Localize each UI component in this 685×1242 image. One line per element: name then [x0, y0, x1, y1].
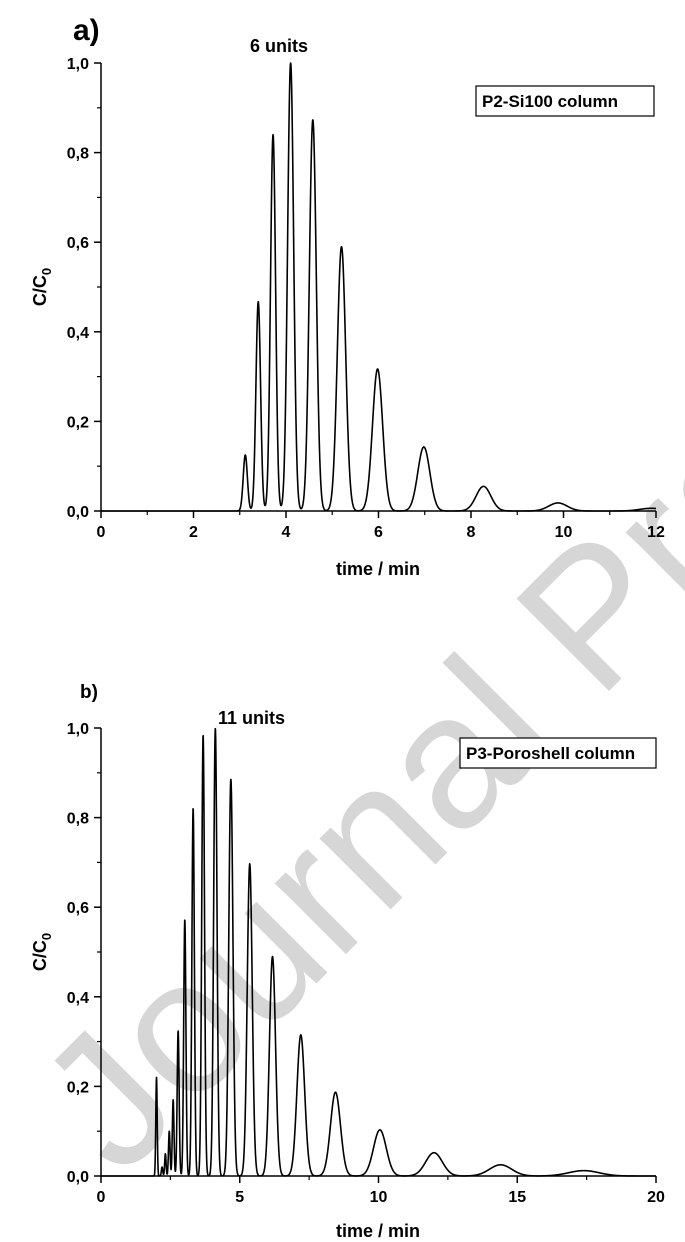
y-axis-title-main: C/C: [30, 275, 50, 306]
x-tick-label: 4: [282, 524, 291, 541]
y-axis-title-main: C/C: [30, 940, 50, 971]
x-tick-label: 5: [235, 1189, 244, 1206]
y-axis-title-subscript: 0: [39, 268, 54, 275]
x-tick-label: 15: [508, 1189, 526, 1206]
legend-box: [475, 85, 655, 117]
x-axis-title: time / min: [336, 1221, 420, 1241]
panel-label: b): [80, 682, 98, 703]
y-tick-label: 1,0: [67, 56, 89, 73]
y-tick-label: 1,0: [67, 721, 89, 738]
x-tick-label: 0: [97, 524, 106, 541]
y-tick-label: 0,8: [67, 811, 89, 828]
x-tick-label: 10: [370, 1189, 388, 1206]
y-tick-label: 0,0: [67, 504, 89, 521]
watermark-text: Journal Pre-proof: [0, 20, 685, 1209]
legend-box: [459, 737, 657, 769]
chromatogram-line: [100, 727, 657, 1177]
y-tick-label: 0,4: [67, 325, 89, 342]
y-axis-title: C/C0: [30, 933, 54, 971]
legend-label: P2-Si100 column: [482, 92, 618, 111]
x-tick-label: 8: [467, 524, 476, 541]
x-tick-label: 6: [374, 524, 383, 541]
y-axis-title: C/C0: [30, 268, 54, 306]
y-tick-label: 0,8: [67, 146, 89, 163]
y-axis-title-subscript: 0: [39, 933, 54, 940]
y-tick-label: 0,2: [67, 1079, 89, 1096]
x-tick-label: 20: [647, 1189, 665, 1206]
peak-annotation: 11 units: [218, 708, 285, 728]
legend-label: P3-Poroshell column: [466, 744, 635, 763]
y-tick-label: 0,2: [67, 414, 89, 431]
x-axis-title: time / min: [336, 559, 420, 579]
chart-panel-a: 0 2 4 6 8 10 12 0,0 0,2 0,4 0,6 0,8 1,0 time / min C/C…: [30, 14, 665, 579]
x-tick-label: 0: [97, 1189, 106, 1206]
y-tick-label: 0,6: [67, 235, 89, 252]
peak-annotation: 6 units: [250, 36, 308, 56]
x-tick-label: 12: [647, 524, 665, 541]
y-tick-label: 0,4: [67, 990, 89, 1007]
x-tick-label: 2: [189, 524, 198, 541]
x-tick-label: 10: [555, 524, 573, 541]
chromatogram-line: [100, 62, 657, 512]
y-tick-label: 0,6: [67, 900, 89, 917]
y-tick-label: 0,0: [67, 1169, 89, 1186]
panel-label: a): [73, 14, 100, 47]
